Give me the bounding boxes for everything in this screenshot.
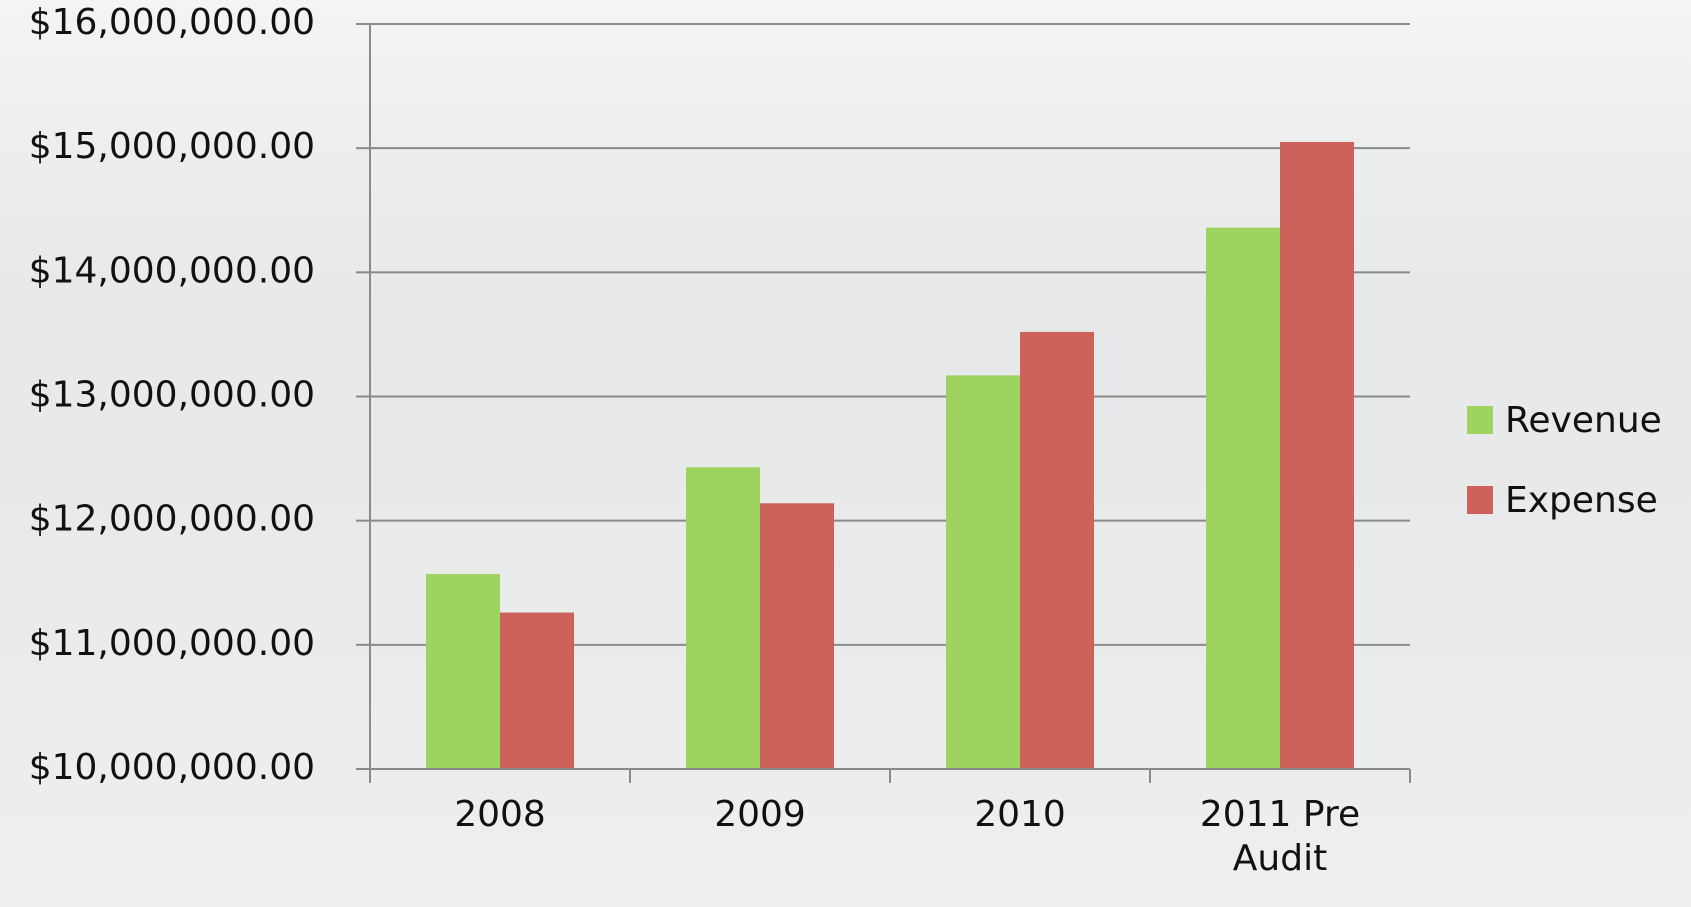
chart: $10,000,000.00 $11,000,000.00 $12,000,000.…: [0, 0, 1691, 907]
y-tick-label: $15,000,000.00: [29, 126, 315, 167]
x-tick-label: 2011 Pre Audit: [1170, 793, 1390, 881]
y-tick-label: $10,000,000.00: [29, 747, 315, 788]
bar: [500, 613, 574, 769]
bar: [1280, 142, 1354, 769]
legend-label: Revenue: [1505, 400, 1662, 441]
chart-page: $10,000,000.00 $11,000,000.00 $12,000,000.…: [0, 0, 1691, 907]
y-tick-label: $12,000,000.00: [29, 499, 315, 540]
bar: [1020, 332, 1094, 769]
bar: [760, 503, 834, 769]
y-tick-label: $16,000,000.00: [29, 2, 315, 43]
legend-label: Expense: [1505, 480, 1658, 521]
bar: [426, 574, 500, 769]
bar: [1206, 228, 1280, 769]
x-tick-label: 2008: [390, 793, 610, 837]
legend-swatch: [1467, 486, 1493, 514]
y-tick-label: $11,000,000.00: [29, 623, 315, 664]
x-tick-label: 2009: [650, 793, 870, 837]
y-tick-label: $14,000,000.00: [29, 250, 315, 291]
x-tick-label: 2010: [910, 793, 1130, 837]
y-tick-label: $13,000,000.00: [29, 375, 315, 416]
legend-swatch: [1467, 406, 1493, 434]
bar: [686, 467, 760, 769]
bar: [946, 375, 1020, 769]
